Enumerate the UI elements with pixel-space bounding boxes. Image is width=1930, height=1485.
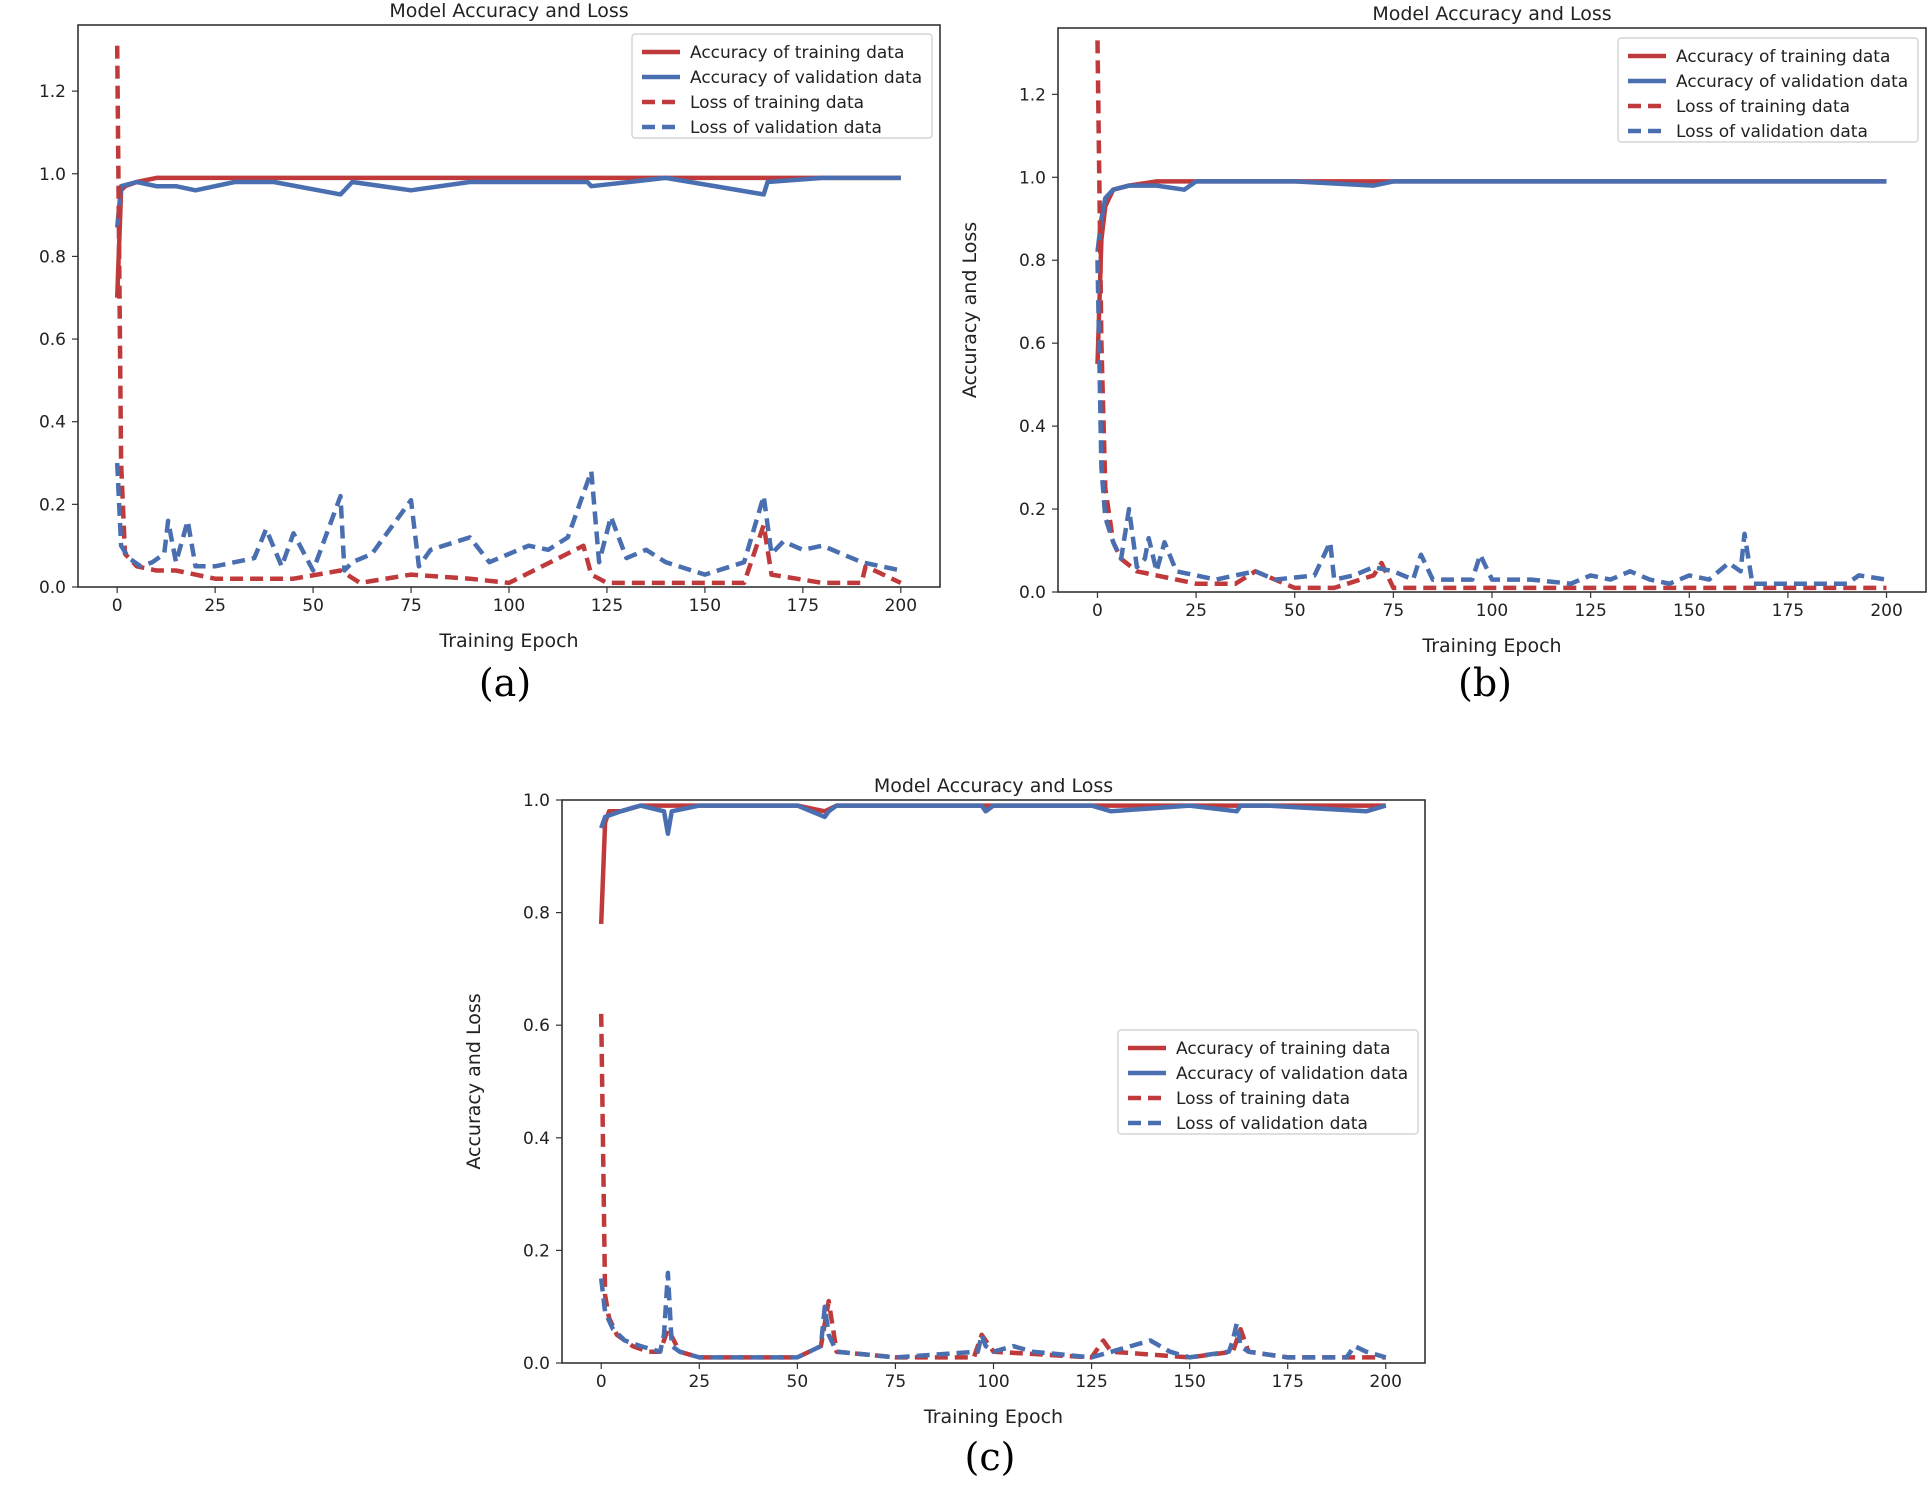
x-tick-label: 150 — [689, 596, 721, 616]
x-tick-label: 25 — [688, 1372, 710, 1392]
x-tick-label: 175 — [1772, 601, 1804, 621]
x-tick-label: 200 — [885, 596, 917, 616]
series-line-4 — [114, 462, 902, 577]
x-axis-label: Training Epoch — [923, 1406, 1063, 1428]
series-line-3 — [598, 1013, 1386, 1360]
x-tick-label: 50 — [787, 1372, 809, 1392]
x-tick-label: 150 — [1673, 601, 1705, 621]
caption-b: (b) — [1458, 661, 1512, 705]
y-tick-label: 0.2 — [1019, 500, 1046, 520]
x-tick-label: 150 — [1173, 1372, 1205, 1392]
x-tick-label: 125 — [1574, 601, 1606, 621]
x-tick-label: 175 — [787, 596, 819, 616]
series-line-4 — [598, 1270, 1387, 1360]
legend-label-4: Loss of validation data — [1676, 122, 1868, 142]
chart-panel-b: Model Accuracy and Loss 0 25 50 75 100 125 150 1… — [959, 3, 1927, 657]
chart-panel-c: Model Accuracy and Loss 0 25 50 75 100 125 150 1… — [463, 775, 1426, 1428]
legend-label-3: Loss of training data — [1176, 1089, 1350, 1109]
y-tick-label: 1.2 — [1019, 85, 1046, 105]
x-tick-label: 75 — [885, 1372, 907, 1392]
x-tick-label: 50 — [302, 596, 324, 616]
x-tick-label: 125 — [591, 596, 623, 616]
legend-label-2: Accuracy of validation data — [1176, 1064, 1408, 1084]
y-tick-label: 0.8 — [1019, 251, 1046, 271]
y-tick-label: 0.6 — [1019, 334, 1046, 354]
y-tick-label: 0.2 — [39, 495, 66, 515]
legend-box — [1617, 37, 1919, 143]
x-tick-label: 0 — [596, 1372, 607, 1392]
y-axis-label: Accuracy and Loss — [959, 222, 981, 398]
y-axis-label: Accuracy and Loss — [0, 218, 1, 394]
caption-c: (c) — [965, 1435, 1016, 1479]
y-tick-label: 1.2 — [39, 82, 66, 102]
caption-a: (a) — [479, 661, 531, 705]
y-tick-label: 1.0 — [39, 165, 66, 185]
legend-label-1: Accuracy of training data — [1676, 47, 1890, 67]
x-tick-label: 25 — [204, 596, 226, 616]
y-tick-label: 0.2 — [523, 1241, 550, 1261]
y-tick-label: 0.6 — [39, 330, 66, 350]
chart-title: Model Accuracy and Loss — [874, 775, 1113, 797]
legend-box — [631, 33, 933, 139]
x-tick-label: 75 — [400, 596, 422, 616]
x-tick-label: 200 — [1870, 601, 1902, 621]
legend-label-3: Loss of training data — [690, 93, 864, 113]
x-axis-label: Training Epoch — [438, 630, 578, 652]
legend-label-4: Loss of validation data — [1176, 1114, 1368, 1134]
chart-title: Model Accuracy and Loss — [389, 0, 628, 22]
y-tick-label: 1.0 — [1019, 168, 1046, 188]
x-tick-label: 100 — [977, 1372, 1009, 1392]
legend-label-1: Accuracy of training data — [1176, 1039, 1390, 1059]
y-axis-label: Accuracy and Loss — [463, 993, 485, 1169]
y-tick-label: 0.6 — [523, 1016, 550, 1036]
y-tick-label: 1.0 — [523, 791, 550, 811]
chart-panel-a: Model Accuracy and Loss 0 25 50 75 100 125 150 1… — [0, 0, 941, 652]
y-tick-label: 0.4 — [1019, 417, 1046, 437]
x-tick-label: 0 — [1092, 601, 1103, 621]
legend-label-2: Accuracy of validation data — [1676, 72, 1908, 92]
x-tick-label: 200 — [1370, 1372, 1402, 1392]
x-tick-label: 50 — [1284, 601, 1306, 621]
x-tick-label: 0 — [112, 596, 123, 616]
x-tick-label: 125 — [1075, 1372, 1107, 1392]
legend-label-2: Accuracy of validation data — [690, 68, 922, 88]
y-tick-label: 0.8 — [523, 904, 550, 924]
series-line-3 — [114, 45, 902, 586]
legend-box — [1117, 1029, 1419, 1135]
x-tick-label: 25 — [1185, 601, 1207, 621]
series-line-2 — [114, 175, 901, 228]
legend-label-1: Accuracy of training data — [690, 43, 904, 63]
x-tick-label: 100 — [1476, 601, 1508, 621]
y-tick-label: 0.8 — [39, 247, 66, 267]
series-line-2 — [599, 803, 1387, 837]
x-tick-label: 75 — [1383, 601, 1405, 621]
x-tick-label: 175 — [1271, 1372, 1303, 1392]
x-axis-label: Training Epoch — [1421, 635, 1561, 657]
legend-label-4: Loss of validation data — [690, 118, 882, 138]
y-tick-label: 0.4 — [523, 1129, 550, 1149]
legend-label-3: Loss of training data — [1676, 97, 1850, 117]
series-line-4 — [1095, 260, 1887, 586]
series-line-2 — [1095, 179, 1887, 253]
chart-title: Model Accuracy and Loss — [1372, 3, 1611, 25]
y-tick-label: 0.4 — [39, 413, 66, 433]
y-tick-label: 0.0 — [1019, 583, 1046, 603]
y-tick-label: 0.0 — [523, 1354, 550, 1374]
y-tick-label: 0.0 — [39, 578, 66, 598]
x-tick-label: 100 — [493, 596, 525, 616]
